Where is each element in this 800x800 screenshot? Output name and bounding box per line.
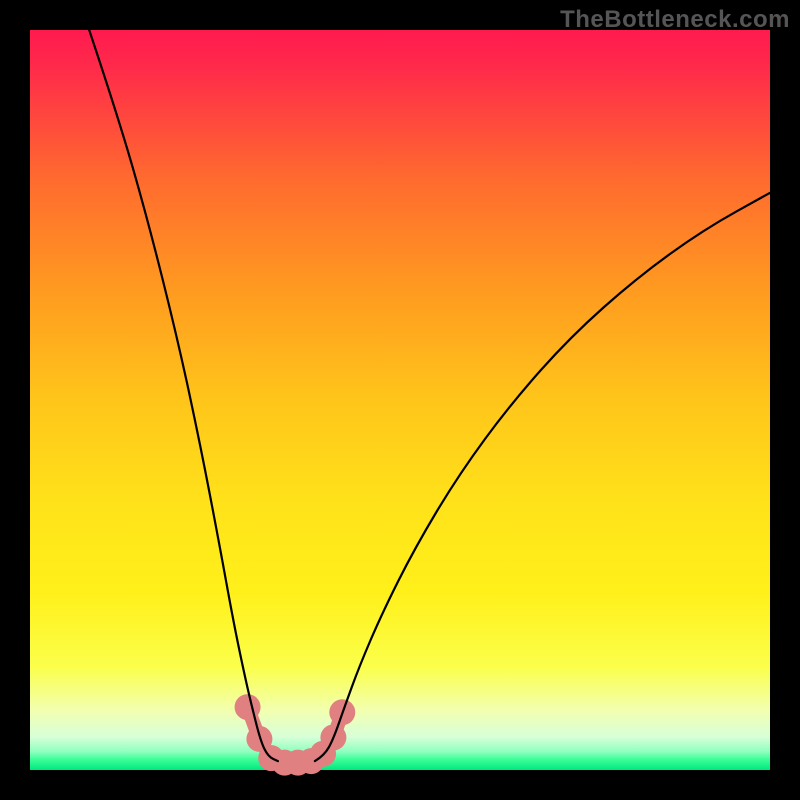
valley-marker — [235, 694, 261, 720]
watermark-text: TheBottleneck.com — [560, 6, 790, 34]
curve-overlay — [0, 0, 800, 800]
chart-frame: TheBottleneck.com — [0, 0, 800, 800]
curve-left — [89, 30, 278, 761]
curve-right — [315, 193, 770, 761]
